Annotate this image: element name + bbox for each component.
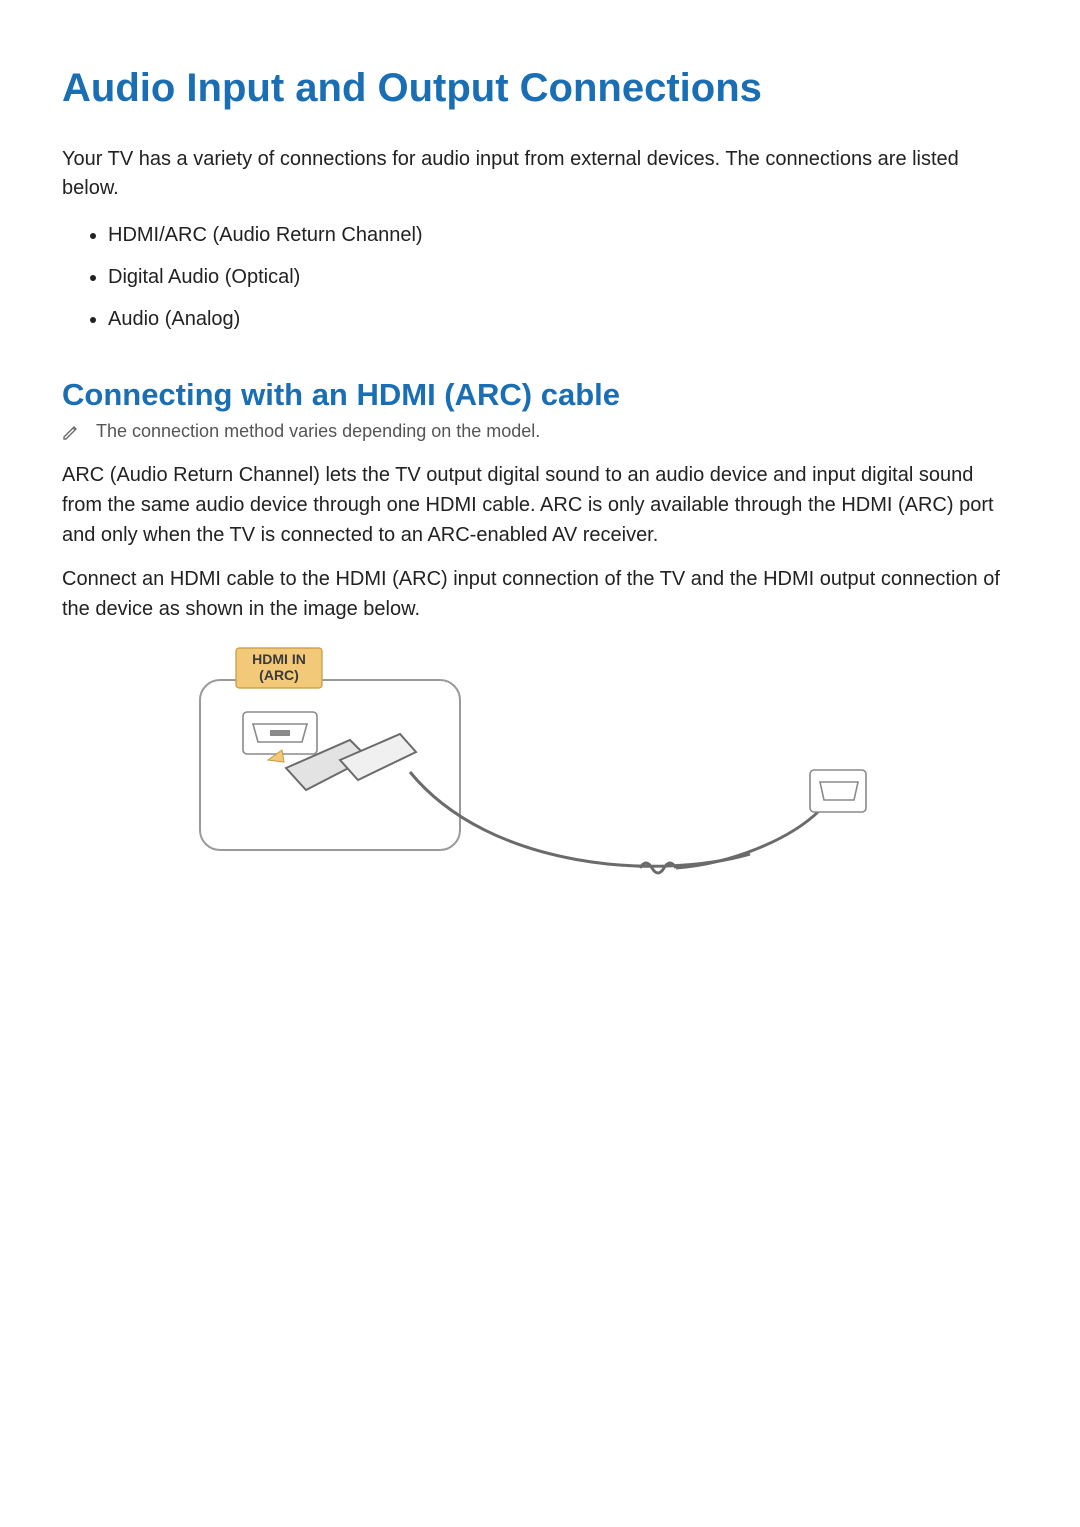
diagram-cable-squiggle (640, 863, 676, 873)
body-paragraph-2: Connect an HDMI cable to the HDMI (ARC) … (62, 564, 1018, 624)
document-page: Audio Input and Output Connections Your … (0, 0, 1080, 900)
section-heading: Connecting with an HDMI (ARC) cable (62, 377, 1018, 413)
body-paragraph-1: ARC (Audio Return Channel) lets the TV o… (62, 460, 1018, 550)
note-text: The connection method varies depending o… (96, 421, 540, 442)
list-item: Audio (Analog) (108, 305, 1018, 333)
receiver-port-icon (810, 770, 866, 812)
note-row: The connection method varies depending o… (62, 421, 1018, 446)
diagram-cable-tail (676, 810, 820, 868)
intro-paragraph: Your TV has a variety of connections for… (62, 145, 1018, 203)
pencil-note-icon (62, 423, 80, 446)
hdmi-port-icon (243, 712, 317, 754)
list-item: HDMI/ARC (Audio Return Channel) (108, 221, 1018, 249)
diagram-port-label-line2: (ARC) (259, 667, 299, 683)
diagram-container: HDMI IN (ARC) (62, 640, 1018, 900)
connection-list: HDMI/ARC (Audio Return Channel) Digital … (62, 221, 1018, 333)
hdmi-arc-diagram: HDMI IN (ARC) (190, 640, 890, 900)
list-item: Digital Audio (Optical) (108, 263, 1018, 291)
page-title: Audio Input and Output Connections (62, 66, 1018, 111)
diagram-port-label-line1: HDMI IN (252, 651, 306, 667)
